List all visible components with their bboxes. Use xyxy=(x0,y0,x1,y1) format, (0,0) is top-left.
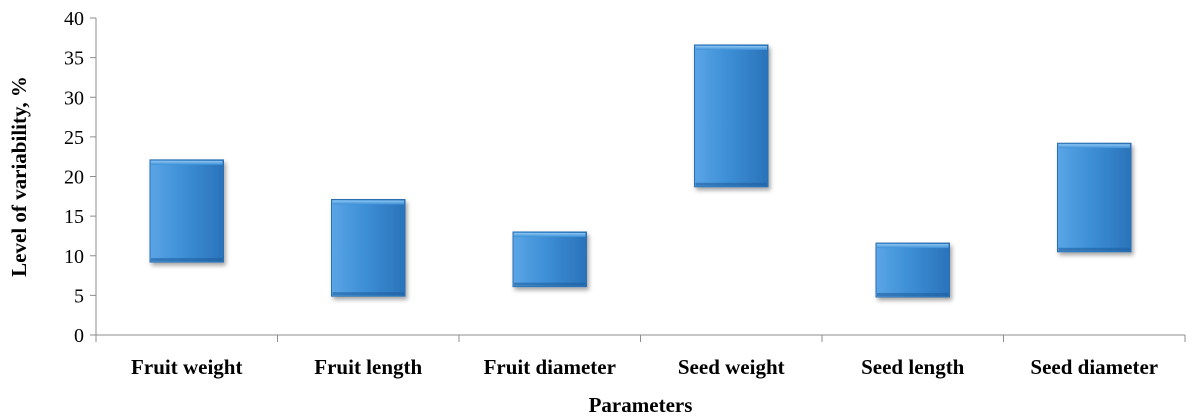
y-tick-label: 10 xyxy=(64,246,84,268)
range-bar-top-bevel xyxy=(513,232,586,237)
bars xyxy=(149,44,1132,298)
range-bar-top-bevel xyxy=(1058,144,1131,149)
x-category-label: Seed length xyxy=(861,355,965,379)
range-bar xyxy=(693,44,769,188)
x-axis-title: Parameters xyxy=(589,393,693,417)
range-bar-bottom-bevel xyxy=(1058,247,1131,251)
range-bar-top-bevel xyxy=(150,160,223,165)
y-axis-title: Level of variability, % xyxy=(7,76,31,277)
range-bar-body xyxy=(330,198,406,297)
y-tick-label: 5 xyxy=(74,285,84,307)
y-tick-label: 0 xyxy=(74,325,84,347)
range-bar-bottom-bevel xyxy=(332,292,405,296)
y-tick-label: 30 xyxy=(64,87,84,109)
range-bar-body xyxy=(512,231,588,288)
x-category-label: Fruit diameter xyxy=(484,355,616,379)
x-category-label: Seed diameter xyxy=(1030,355,1158,379)
range-bar xyxy=(1056,142,1132,253)
range-bar-bottom-bevel xyxy=(695,182,768,186)
range-bar-top-bevel xyxy=(332,200,405,205)
range-bar-top-bevel xyxy=(876,244,949,249)
y-tick-label: 40 xyxy=(64,8,84,30)
range-bar-body xyxy=(149,159,225,263)
x-category-label: Fruit weight xyxy=(131,355,242,379)
x-category-label: Seed weight xyxy=(678,355,785,379)
y-tick-label: 25 xyxy=(64,127,84,149)
range-bar-bottom-bevel xyxy=(513,282,586,286)
range-bar-body xyxy=(875,242,951,298)
axes xyxy=(90,17,1186,342)
range-bar xyxy=(512,231,588,288)
labels: 0 5 10 15 20 25 30 35 40 Fruit weight Fruit length… xyxy=(64,8,1158,379)
range-bar-body xyxy=(693,44,769,188)
range-bar xyxy=(875,242,951,298)
range-bar xyxy=(149,159,225,263)
y-tick-label: 35 xyxy=(64,48,84,70)
range-bar-bottom-bevel xyxy=(150,258,223,262)
range-bar-bottom-bevel xyxy=(876,292,949,296)
y-tick-label: 15 xyxy=(64,206,84,228)
x-category-label: Fruit length xyxy=(314,355,422,379)
range-bar xyxy=(330,198,406,297)
y-tick-label: 20 xyxy=(64,167,84,189)
range-bar-body xyxy=(1056,142,1132,253)
range-bar-top-bevel xyxy=(695,45,768,50)
